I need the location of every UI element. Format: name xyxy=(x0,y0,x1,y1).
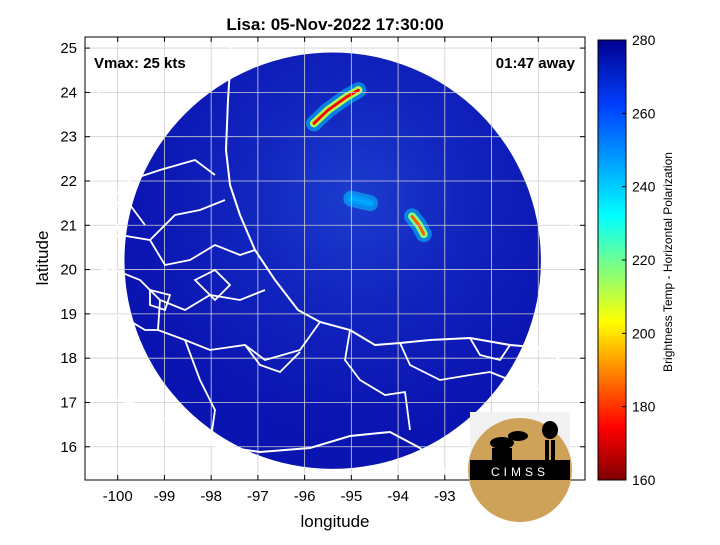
coastline-yucatan xyxy=(489,360,546,394)
colorbar-tick-label: 160 xyxy=(632,472,656,488)
colorbar-tick-label: 200 xyxy=(632,325,656,341)
x-tick-label: -95 xyxy=(341,488,363,505)
y-tick-label: 19 xyxy=(60,306,77,323)
y-tick-label: 23 xyxy=(60,129,77,146)
cimss-logo: CIMSS xyxy=(468,412,572,522)
rainband-north-core xyxy=(312,88,360,125)
x-tick-label: -100 xyxy=(103,488,133,505)
colorbar xyxy=(597,39,627,481)
colorbar-tick-label: 240 xyxy=(632,179,656,195)
annotation-time-away: 01:47 away xyxy=(496,55,576,72)
coastline-gulf xyxy=(224,37,585,363)
y-tick-label: 21 xyxy=(60,217,77,234)
coastline-east xyxy=(559,214,585,246)
y-tick-label: 17 xyxy=(60,394,77,411)
x-tick-label: -93 xyxy=(434,488,456,505)
x-axis-label: longitude xyxy=(300,512,369,531)
y-axis-ticks: 16 17 18 19 20 21 22 23 24 25 xyxy=(60,40,585,456)
colorbar-tick-label: 260 xyxy=(632,105,656,121)
y-tick-label: 18 xyxy=(60,350,77,367)
x-tick-label: -94 xyxy=(387,488,409,505)
y-tick-label: 22 xyxy=(60,173,77,190)
coastline-upper-left xyxy=(89,74,112,133)
chart-title: Lisa: 05-Nov-2022 17:30:00 xyxy=(226,15,443,34)
colorbar-tick-label: 220 xyxy=(632,252,656,268)
x-tick-label: -98 xyxy=(200,488,222,505)
state-borders xyxy=(85,159,511,446)
x-tick-label: -96 xyxy=(294,488,316,505)
y-tick-label: 20 xyxy=(60,262,77,279)
x-tick-label: -97 xyxy=(247,488,269,505)
colorbar-label: Brightness Temp - Horizontal Polarizatio… xyxy=(661,152,675,372)
y-tick-label: 25 xyxy=(60,40,77,57)
coastline-pacific xyxy=(85,391,466,480)
cloud-cluster-core xyxy=(349,197,372,205)
annotation-vmax: Vmax: 25 kts xyxy=(94,55,186,72)
colorbar-tick-label: 280 xyxy=(632,32,656,48)
logo-text: CIMSS xyxy=(491,465,549,479)
y-tick-label: 24 xyxy=(60,84,77,101)
x-tick-label: -99 xyxy=(154,488,176,505)
y-axis-label: latitude xyxy=(33,231,52,286)
plot-frame xyxy=(84,36,586,481)
swath-haze xyxy=(124,52,541,469)
y-tick-label: 16 xyxy=(60,439,77,456)
colorbar-ticks: 160 180 200 220 240 260 280 xyxy=(622,32,656,488)
colorbar-tick-label: 180 xyxy=(632,399,656,415)
